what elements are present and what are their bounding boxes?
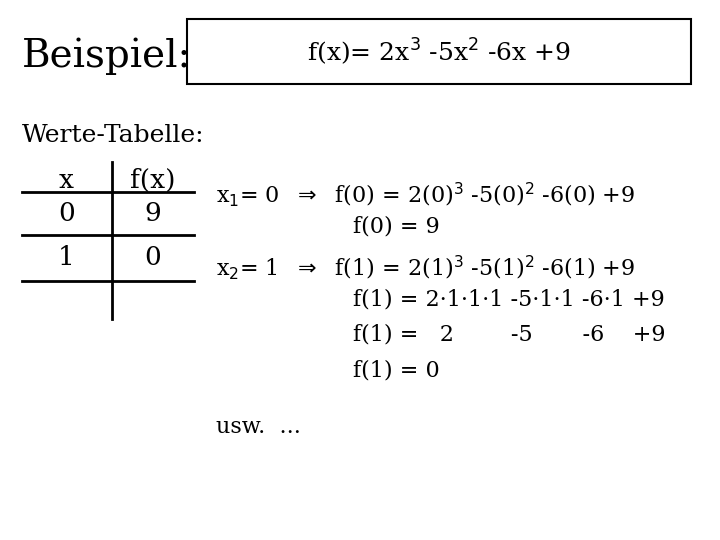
Text: 0: 0 — [145, 245, 161, 271]
Text: f(1) =   2        -5       -6    +9: f(1) = 2 -5 -6 +9 — [353, 324, 665, 346]
Text: 0: 0 — [58, 201, 75, 226]
Text: 1: 1 — [58, 245, 75, 271]
Text: f(1) = 2·1·1·1 -5·1·1 -6·1 +9: f(1) = 2·1·1·1 -5·1·1 -6·1 +9 — [353, 289, 665, 311]
Text: x$_2$= 1  $\Rightarrow$  f(1) = 2(1)$^3$ -5(1)$^2$ -6(1) +9: x$_2$= 1 $\Rightarrow$ f(1) = 2(1)$^3$ -… — [216, 254, 635, 282]
Text: x$_1$= 0  $\Rightarrow$  f(0) = 2(0)$^3$ -5(0)$^2$ -6(0) +9: x$_1$= 0 $\Rightarrow$ f(0) = 2(0)$^3$ -… — [216, 181, 635, 210]
Text: Beispiel:: Beispiel: — [22, 38, 191, 75]
Text: f(1) = 0: f(1) = 0 — [353, 359, 439, 381]
Text: f(x)= 2x$^3$ -5x$^2$ -6x +9: f(x)= 2x$^3$ -5x$^2$ -6x +9 — [307, 36, 571, 67]
Text: f(0) = 9: f(0) = 9 — [353, 216, 439, 238]
Text: 9: 9 — [145, 201, 161, 226]
Text: Werte-Tabelle:: Werte-Tabelle: — [22, 124, 204, 147]
FancyBboxPatch shape — [187, 19, 691, 84]
Text: f(x): f(x) — [130, 168, 176, 193]
Text: usw.  ...: usw. ... — [216, 416, 301, 438]
Text: x: x — [59, 168, 74, 193]
